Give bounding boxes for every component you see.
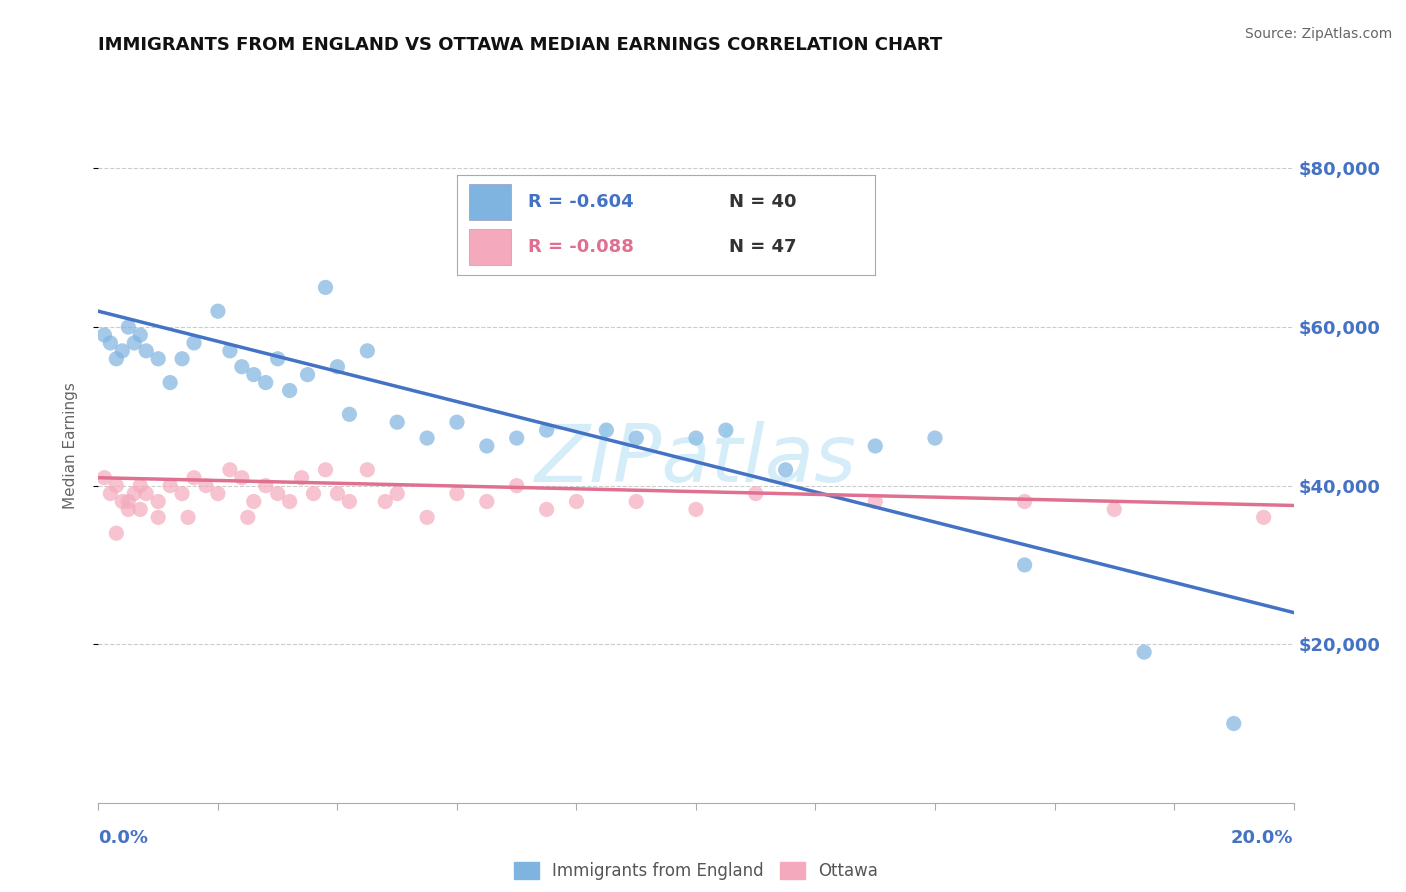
Point xyxy=(446,486,468,500)
Point xyxy=(278,494,301,508)
Point xyxy=(183,335,205,350)
Point xyxy=(297,368,319,382)
Point xyxy=(129,502,152,516)
Point xyxy=(177,510,200,524)
Point xyxy=(506,478,529,492)
Text: Source: ZipAtlas.com: Source: ZipAtlas.com xyxy=(1244,27,1392,41)
Point xyxy=(475,439,498,453)
Point xyxy=(536,502,558,516)
Point xyxy=(124,335,146,350)
Point xyxy=(315,280,337,294)
Point xyxy=(278,384,301,398)
Point xyxy=(93,471,115,485)
Text: IMMIGRANTS FROM ENGLAND VS OTTAWA MEDIAN EARNINGS CORRELATION CHART: IMMIGRANTS FROM ENGLAND VS OTTAWA MEDIAN… xyxy=(98,36,942,54)
Point xyxy=(124,486,146,500)
Point xyxy=(111,494,134,508)
Point xyxy=(865,494,887,508)
Point xyxy=(315,463,337,477)
Point xyxy=(326,486,349,500)
Point xyxy=(117,502,139,516)
Point xyxy=(159,478,181,492)
Point xyxy=(254,376,277,390)
Point xyxy=(374,494,396,508)
Point xyxy=(254,478,277,492)
Point xyxy=(93,328,115,343)
Point xyxy=(626,431,648,445)
Point xyxy=(1104,502,1126,516)
Text: 20.0%: 20.0% xyxy=(1232,829,1294,847)
Point xyxy=(536,423,558,437)
Point xyxy=(446,415,468,429)
Point xyxy=(159,376,181,390)
Point xyxy=(1014,558,1036,572)
Point xyxy=(135,343,157,358)
Point xyxy=(326,359,349,374)
Point xyxy=(129,478,152,492)
Point xyxy=(195,478,218,492)
Point xyxy=(385,415,409,429)
Point xyxy=(183,471,205,485)
Point xyxy=(416,431,439,445)
Point xyxy=(105,478,128,492)
Point xyxy=(339,494,360,508)
Point xyxy=(267,486,290,500)
Point xyxy=(135,486,157,500)
Point xyxy=(148,494,170,508)
Point xyxy=(219,463,242,477)
Point xyxy=(506,431,529,445)
Point xyxy=(117,320,139,334)
Point xyxy=(685,431,707,445)
Point xyxy=(565,494,588,508)
Point xyxy=(117,494,139,508)
Point xyxy=(105,526,128,541)
Point xyxy=(231,471,253,485)
Point xyxy=(291,471,314,485)
Point xyxy=(775,463,797,477)
Point xyxy=(685,502,707,516)
Point xyxy=(207,486,229,500)
Point xyxy=(1133,645,1156,659)
Text: ZIPatlas: ZIPatlas xyxy=(534,421,858,500)
Point xyxy=(339,407,360,421)
Point xyxy=(111,343,134,358)
Point xyxy=(1223,716,1246,731)
Point xyxy=(100,486,122,500)
Point xyxy=(100,335,122,350)
Point xyxy=(207,304,229,318)
Point xyxy=(416,510,439,524)
Y-axis label: Median Earnings: Median Earnings xyxy=(63,383,77,509)
Point xyxy=(475,494,498,508)
Point xyxy=(148,510,170,524)
Point xyxy=(595,423,617,437)
Point xyxy=(745,486,768,500)
Point xyxy=(356,463,378,477)
Point xyxy=(172,351,194,366)
Text: 0.0%: 0.0% xyxy=(98,829,149,847)
Point xyxy=(356,343,378,358)
Point xyxy=(1014,494,1036,508)
Point xyxy=(1253,510,1275,524)
Point xyxy=(236,510,259,524)
Point xyxy=(865,439,887,453)
Point xyxy=(385,486,409,500)
Point xyxy=(219,343,242,358)
Point xyxy=(172,486,194,500)
Point xyxy=(243,368,266,382)
Point xyxy=(626,494,648,508)
Point xyxy=(231,359,253,374)
Point xyxy=(714,423,737,437)
Point xyxy=(148,351,170,366)
Legend: Immigrants from England, Ottawa: Immigrants from England, Ottawa xyxy=(513,862,879,880)
Point xyxy=(267,351,290,366)
Point xyxy=(129,328,152,343)
Point xyxy=(924,431,946,445)
Point xyxy=(243,494,266,508)
Point xyxy=(105,351,128,366)
Point xyxy=(302,486,325,500)
